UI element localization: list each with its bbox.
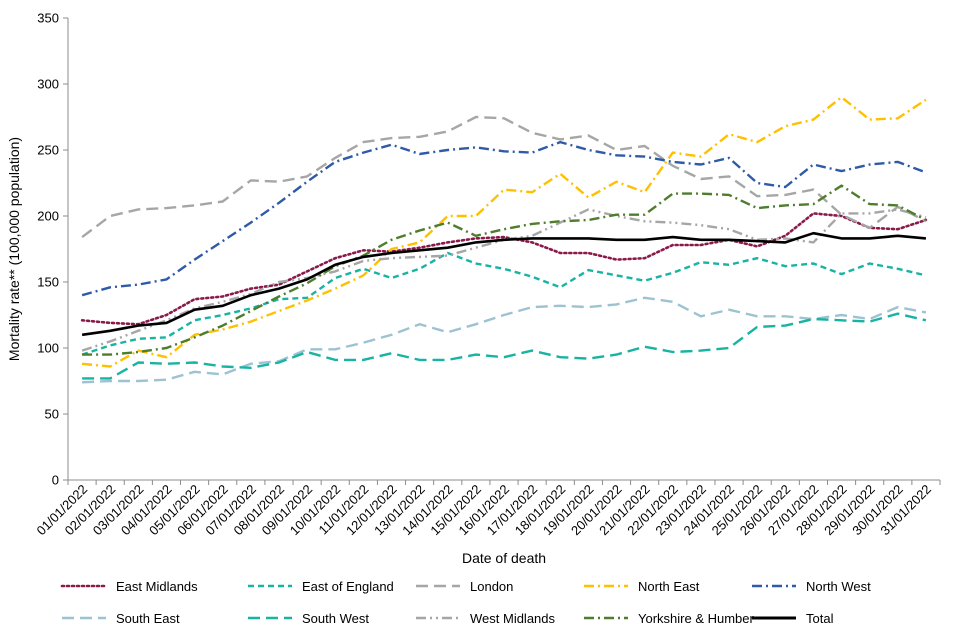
y-tick-label: 250 xyxy=(37,143,59,158)
legend-item-east-of-england: East of England xyxy=(248,579,394,594)
legend-label: East Midlands xyxy=(116,579,198,594)
y-tick-label: 300 xyxy=(37,77,59,92)
legend-item-south-west: South West xyxy=(248,611,369,626)
series-line-south-west xyxy=(82,312,927,380)
legend: East Midlands East of England London North … xyxy=(60,579,871,626)
legend-label: North West xyxy=(806,579,871,594)
axes: 05010015020025030035001/01/202202/01/202… xyxy=(34,11,941,538)
x-axis-title: Date of death xyxy=(462,550,546,566)
series-line-south-east xyxy=(82,296,927,384)
y-tick-label: 0 xyxy=(52,473,59,488)
legend-label: North East xyxy=(638,579,700,594)
series-line-west-midlands xyxy=(81,208,927,352)
y-tick-label: 150 xyxy=(37,275,59,290)
y-tick-label: 350 xyxy=(37,11,59,26)
series-line-yorkshire-humber xyxy=(82,184,927,356)
legend-item-london: London xyxy=(416,579,513,594)
series-lines xyxy=(80,95,928,384)
y-tick-label: 100 xyxy=(37,341,59,356)
legend-label: West Midlands xyxy=(470,611,556,626)
y-tick-label: 50 xyxy=(45,407,59,422)
legend-item-yorkshire-humber: Yorkshire & Humber xyxy=(584,611,755,626)
series-line-north-west xyxy=(81,140,927,297)
legend-item-east-midlands: East Midlands xyxy=(60,579,198,594)
y-axis-title: Mortality rate** (100,000 population) xyxy=(6,137,22,361)
series-line-east-of-england xyxy=(81,251,927,356)
legend-label: London xyxy=(470,579,513,594)
series-line-east-midlands xyxy=(80,212,928,326)
legend-label: South East xyxy=(116,611,180,626)
legend-label: Total xyxy=(806,611,834,626)
legend-item-total: Total xyxy=(752,611,834,626)
legend-label: East of England xyxy=(302,579,394,594)
legend-item-south-east: South East xyxy=(62,611,180,626)
legend-label: Yorkshire & Humber xyxy=(638,611,755,626)
series-line-north-east xyxy=(81,95,927,368)
y-tick-label: 200 xyxy=(37,209,59,224)
series-line-london xyxy=(81,115,927,239)
legend-item-north-west: North West xyxy=(752,579,871,594)
legend-item-north-east: North East xyxy=(584,579,700,594)
series-line-total xyxy=(81,231,927,337)
legend-item-west-midlands: West Midlands xyxy=(416,611,556,626)
legend-label: South West xyxy=(302,611,369,626)
